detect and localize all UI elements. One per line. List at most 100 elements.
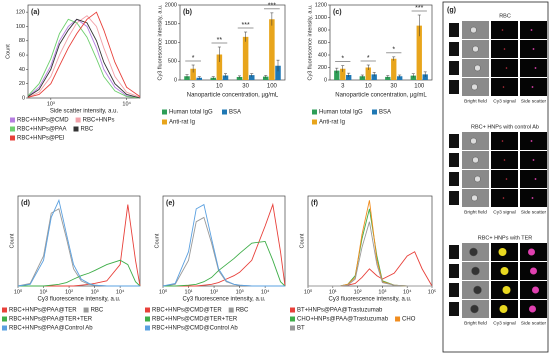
column-label: Side scatter	[521, 98, 547, 104]
legend-swatch	[10, 117, 15, 123]
bar	[269, 19, 275, 80]
error-bar	[270, 12, 274, 26]
x-tick-label: 30	[390, 84, 397, 90]
image-tile	[491, 78, 518, 96]
y-tick-label: 40	[19, 67, 25, 73]
error-bar	[211, 76, 215, 79]
cell-signal	[498, 248, 507, 256]
x-tick-label: 10⁰	[159, 288, 168, 295]
legend-label: BT+HNPs@PAA@Trastuzumab	[297, 308, 383, 314]
x-tick-label: 3	[191, 84, 195, 90]
legend-label: CHO+HNPs@PAA@Trastuzumab	[297, 317, 389, 323]
legend-swatch	[2, 316, 7, 322]
bar	[236, 77, 243, 80]
legend-swatch	[222, 109, 227, 115]
y-tick-label: 500	[168, 59, 177, 65]
x-tick-label: 10²	[354, 289, 362, 295]
bar	[216, 54, 223, 80]
legend-label: BSA	[229, 110, 241, 116]
error-bar	[264, 75, 268, 78]
series-line	[18, 259, 141, 287]
cell-scatter	[529, 305, 536, 313]
error-bar	[392, 56, 396, 61]
cell	[474, 175, 481, 183]
y-tick-label: 0	[22, 95, 25, 101]
image-tile	[520, 170, 547, 188]
series-line	[17, 198, 140, 287]
x-tick-label: 10¹	[185, 289, 193, 295]
error-bar	[197, 76, 201, 79]
cell	[471, 194, 478, 202]
row-marker	[449, 42, 459, 56]
error-bar	[217, 46, 221, 62]
series-line	[162, 216, 285, 287]
cell-scatter	[530, 29, 533, 31]
image-tile	[491, 21, 518, 39]
cell	[470, 304, 479, 314]
legend-swatch	[290, 307, 295, 313]
cell-signal	[505, 67, 508, 69]
legend-swatch	[290, 325, 295, 331]
cell	[470, 137, 477, 145]
panel-label: (e)	[166, 200, 175, 207]
row-marker	[449, 264, 459, 278]
panel-label: (c)	[333, 9, 342, 16]
section-title: RBC	[499, 13, 511, 19]
row-marker	[449, 61, 459, 75]
section-title: RBC+ HNPs with TER	[478, 235, 532, 241]
legend-swatch	[312, 109, 317, 115]
error-bar	[244, 31, 248, 42]
significance-label: ***	[415, 5, 423, 12]
cell-signal	[502, 197, 505, 199]
cell-signal	[503, 159, 506, 161]
bar	[248, 75, 255, 80]
bar	[385, 76, 391, 80]
error-bar	[347, 72, 351, 77]
plot-frame	[17, 195, 141, 287]
legend-label: RBC+HNPs@PAA	[17, 127, 67, 133]
section-title: RBC+ HNPs with control Ab	[471, 124, 539, 130]
y-axis-label: Count	[154, 233, 160, 248]
cell-signal	[503, 48, 506, 50]
legend-swatch	[145, 325, 150, 331]
image-tile	[491, 189, 518, 207]
legend-label: RBC+HNPs@PAA@Control Ab	[9, 326, 93, 332]
error-bar	[335, 67, 339, 74]
x-axis-label: Side scatter intensity, a.u.	[50, 109, 119, 115]
legend-swatch	[162, 109, 167, 115]
y-tick-label: 80	[19, 38, 25, 44]
bar	[242, 36, 249, 80]
cell	[473, 285, 482, 295]
image-tile	[520, 21, 547, 39]
bar	[184, 76, 190, 80]
y-axis-label: Count	[299, 233, 305, 248]
series-line	[27, 11, 141, 98]
series-line	[27, 18, 141, 99]
row-marker	[449, 172, 459, 186]
row-marker	[449, 302, 459, 316]
bar	[397, 76, 403, 80]
cell-signal	[499, 305, 508, 313]
legend-label: RBC+HNPs@CMD@TER	[152, 308, 222, 314]
series-line	[308, 208, 432, 287]
x-axis-label: Cy3 fluorescence intensity, a.u.	[183, 297, 266, 303]
error-bar	[276, 59, 280, 72]
bar	[391, 58, 397, 80]
image-tile	[491, 170, 518, 188]
cell	[474, 64, 481, 72]
x-tick-label: 10⁰	[14, 288, 23, 295]
cell-signal	[501, 29, 504, 31]
error-bar	[191, 64, 195, 73]
panel-label: (a)	[31, 9, 40, 16]
x-tick-label: 10³	[378, 289, 386, 295]
x-tick-label: 10¹	[40, 289, 48, 295]
legend-label: BSA	[379, 110, 391, 116]
legend-label: Anti-rat Ig	[319, 120, 345, 126]
row-marker	[449, 283, 459, 297]
cell-signal	[502, 86, 505, 88]
legend-label: RBC+HNPs@PEI	[17, 136, 65, 142]
cell-scatter	[532, 159, 535, 161]
error-bar	[417, 14, 421, 37]
legend-swatch	[228, 307, 234, 313]
